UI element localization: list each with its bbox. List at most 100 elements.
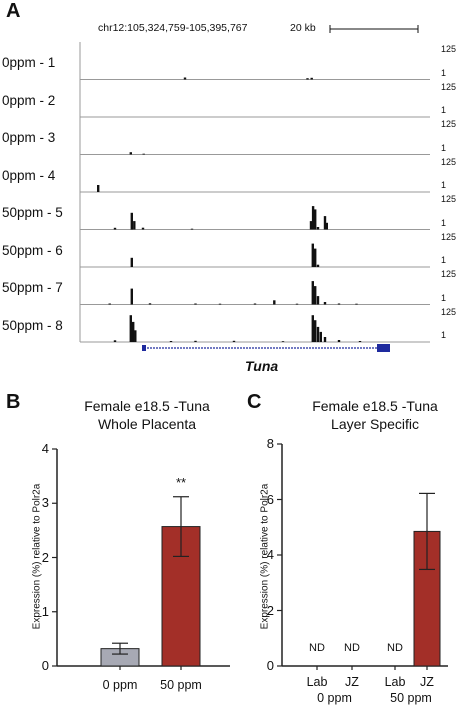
coverage-peak [325,222,328,230]
chart-b-significance-label: ** [175,474,187,490]
coverage-peak [358,341,362,342]
panel-letter-a: A [6,0,21,22]
track-scale-min: 1 [440,105,446,115]
chart-c-ytick-label: 0 [266,658,274,673]
coverage-peak [310,77,313,80]
coverage-peak [311,281,314,305]
track-scale-max: 125 [440,81,456,92]
chart-c-ytick-label: 4 [266,547,274,562]
coverage-peak [273,300,276,305]
track-scale-min: 1 [440,67,446,78]
track-label: 0ppm - 1 [2,55,56,70]
coverage-peak [306,78,309,80]
chart-c-group-label: 50 ppm [390,691,432,705]
panel-letter-b: B [6,391,21,413]
chart-c-nd-label: ND [344,642,360,654]
chart-b-ytick-label: 3 [41,495,49,511]
chart-c-ytick-label: 2 [266,602,274,618]
coverage-peak [311,243,314,267]
chart-c-xtick-label: Lab [306,675,328,689]
coverage-peak [130,288,133,305]
coverage-peak [319,331,322,342]
coverage-peak [129,315,132,342]
chart-b-xtick-label: 50 ppm [160,678,202,692]
track-label: 50ppm - 6 [2,242,63,258]
track-scale-min: 1 [440,330,446,340]
track-scale-max: 125 [440,44,456,54]
track-scale-min: 1 [440,255,446,265]
coverage-peak [97,185,100,192]
coverage-peak [314,286,317,305]
coverage-peak [130,257,133,267]
chart-c-xtick-label: JZ [420,675,434,689]
track-scale-min: 1 [440,180,446,190]
coverage-peak [323,302,327,305]
genome-coordinate: chr12:105,324,759-105,395,767 [98,22,248,34]
coverage-peak [355,303,358,305]
scale-bar-label: 20 kb [290,22,316,34]
track-scale-max: 125 [440,231,456,242]
coverage-peak [316,296,320,305]
coverage-peak [316,264,320,267]
gene-model [142,344,390,352]
track-scale-max: 125 [440,194,456,204]
coverage-peak [311,206,315,230]
scale-bar [329,25,419,33]
chart-c-title: Female e18.5 -Tuna [312,398,438,414]
chart-b-ytick-label: 4 [41,441,49,456]
coverage-peak [316,326,320,342]
chart-c-xtick-label: Lab [384,675,406,689]
coverage-peak [183,77,187,80]
coverage-peak [337,303,341,305]
track-label: 0ppm - 3 [2,130,56,145]
coverage-peak [132,321,135,342]
chart-b-ytick-label: 1 [41,603,49,619]
coverage-peak [169,341,173,342]
gene-name: Tuna [245,358,279,374]
coverage-peak [148,303,152,305]
coverage-peak [253,303,257,305]
track-scale-max: 125 [440,119,456,129]
coverage-peak [323,337,327,342]
coverage-peak [281,341,285,342]
track-scale-min: 1 [440,217,446,228]
coverage-peak [316,227,320,230]
coverage-peak [141,227,145,230]
chart-b-subtitle: Whole Placenta [97,416,197,432]
chart-b-xtick-label: 0 ppm [102,678,138,692]
coverage-peak [323,216,327,230]
panel-letter-c: C [247,391,262,413]
coverage-peak [134,330,137,342]
chart-c-bar [413,530,441,667]
chart-c-nd-label: ND [309,642,325,654]
chart-c-subtitle: Layer Specific [331,416,419,432]
coverage-peak [130,212,133,230]
chart-c-group-label: 0 ppm [317,691,352,705]
coverage-peak [194,303,197,305]
coverage-peak [129,152,132,155]
coverage-peak [337,340,341,342]
coverage-peak [108,303,111,305]
coverage-peak [314,320,317,342]
coverage-peak [113,340,117,342]
track-label: 50ppm - 8 [2,317,63,333]
track-label: 50ppm - 5 [2,205,63,220]
coverage-peak [311,315,314,342]
track-scale-max: 125 [440,306,456,317]
coverage-peak [309,221,313,230]
track-scale-max: 125 [440,156,456,167]
track-label: 0ppm - 2 [2,92,56,108]
chart-b-ytick-label: 0 [41,658,49,673]
coverage-peak [142,153,145,155]
track-scale-max: 125 [440,269,456,279]
chart-c-nd-label: ND [387,642,403,654]
coverage-tracks [79,42,430,343]
chart-c-xtick-label: JZ [345,675,359,689]
coverage-peak [194,340,197,342]
coverage-peak [190,228,194,230]
coverage-peak [133,221,136,230]
coverage-peak [295,303,299,305]
track-label: 50ppm - 7 [2,280,63,295]
coverage-peak [232,340,236,342]
